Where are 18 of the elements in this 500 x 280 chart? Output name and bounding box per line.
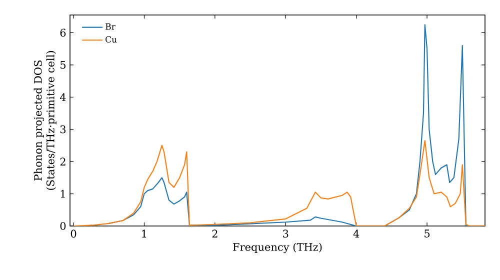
x-axis-title: Frequency (THz) xyxy=(233,242,322,254)
x-tick-label: 0 xyxy=(70,230,76,238)
line-series xyxy=(72,140,485,226)
y-tick-label: 6 xyxy=(60,28,66,37)
y-tick-label: 5 xyxy=(60,61,66,69)
legend-label: Br xyxy=(106,23,116,30)
x-tick-label: 4 xyxy=(353,230,360,238)
y-tick-label: 1 xyxy=(60,190,65,198)
x-tick-label: 2 xyxy=(212,230,218,238)
legend-label: Cu xyxy=(106,36,117,43)
y-tick-label: 4 xyxy=(60,93,66,102)
x-tick-label: 5 xyxy=(424,230,430,238)
y-axis-title: Phonon projected DOS (States/THz·primitive cell) xyxy=(34,51,56,190)
x-tick-label: 3 xyxy=(283,230,288,238)
x-tick-label: 1 xyxy=(142,230,146,238)
y-tick-label: 0 xyxy=(60,222,66,230)
y-tick-label: 3 xyxy=(60,125,66,134)
y-tick-label: 2 xyxy=(60,158,66,166)
